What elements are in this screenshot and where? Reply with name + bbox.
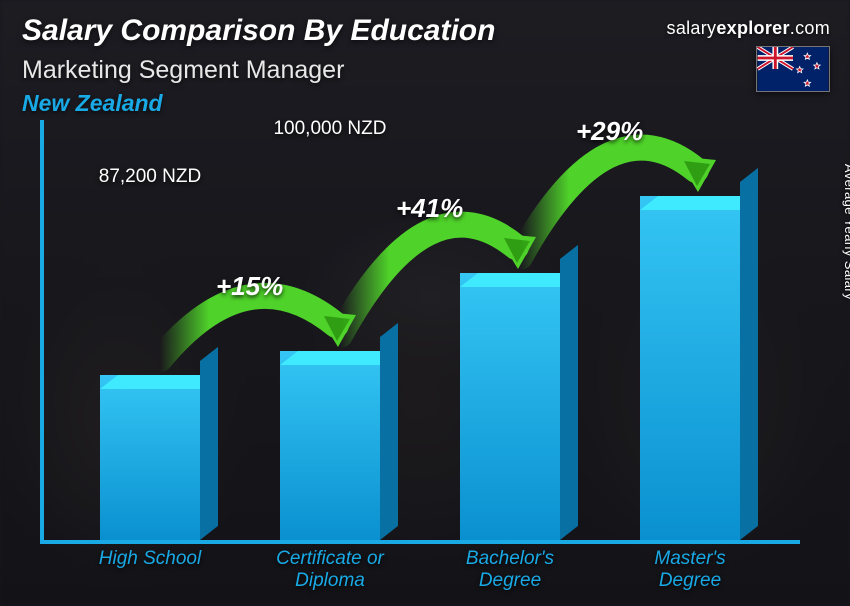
brand-suffix: .com — [790, 18, 830, 38]
value-label: 87,200 NZD — [50, 166, 250, 188]
bars-container: 87,200 NZD 100,000 NZD 141,000 NZD 182,0… — [60, 120, 780, 540]
bar-2: 141,000 NZD — [431, 273, 589, 540]
bar-3: 182,000 NZD — [611, 196, 769, 540]
category-label: Certificate orDiploma — [251, 548, 409, 598]
brand-light: salary — [667, 18, 717, 38]
y-axis-line — [40, 120, 44, 544]
category-labels: High School Certificate orDiploma Bachelor… — [60, 548, 780, 598]
nz-flag-icon — [756, 46, 830, 92]
increase-pct: +29% — [576, 116, 643, 147]
x-axis-line — [40, 540, 800, 544]
category-label: Master'sDegree — [611, 548, 769, 598]
value-label: 100,000 NZD — [230, 118, 430, 140]
bar-1: 100,000 NZD — [251, 351, 409, 540]
bar-0: 87,200 NZD — [71, 375, 229, 540]
increase-pct: +15% — [216, 271, 283, 302]
bar-chart: 87,200 NZD 100,000 NZD 141,000 NZD 182,0… — [40, 120, 790, 544]
brand-watermark: salaryexplorer.com — [667, 18, 830, 39]
content-root: Salary Comparison By Education Marketing… — [0, 0, 850, 606]
y-axis-label: Average Yearly Salary — [842, 164, 850, 300]
country-label: New Zealand — [22, 90, 163, 117]
category-label: Bachelor'sDegree — [431, 548, 589, 598]
chart-subtitle: Marketing Segment Manager — [22, 56, 344, 85]
category-label: High School — [71, 548, 229, 598]
increase-pct: +41% — [396, 193, 463, 224]
chart-title: Salary Comparison By Education — [22, 14, 495, 48]
brand-bold: explorer — [716, 18, 789, 38]
